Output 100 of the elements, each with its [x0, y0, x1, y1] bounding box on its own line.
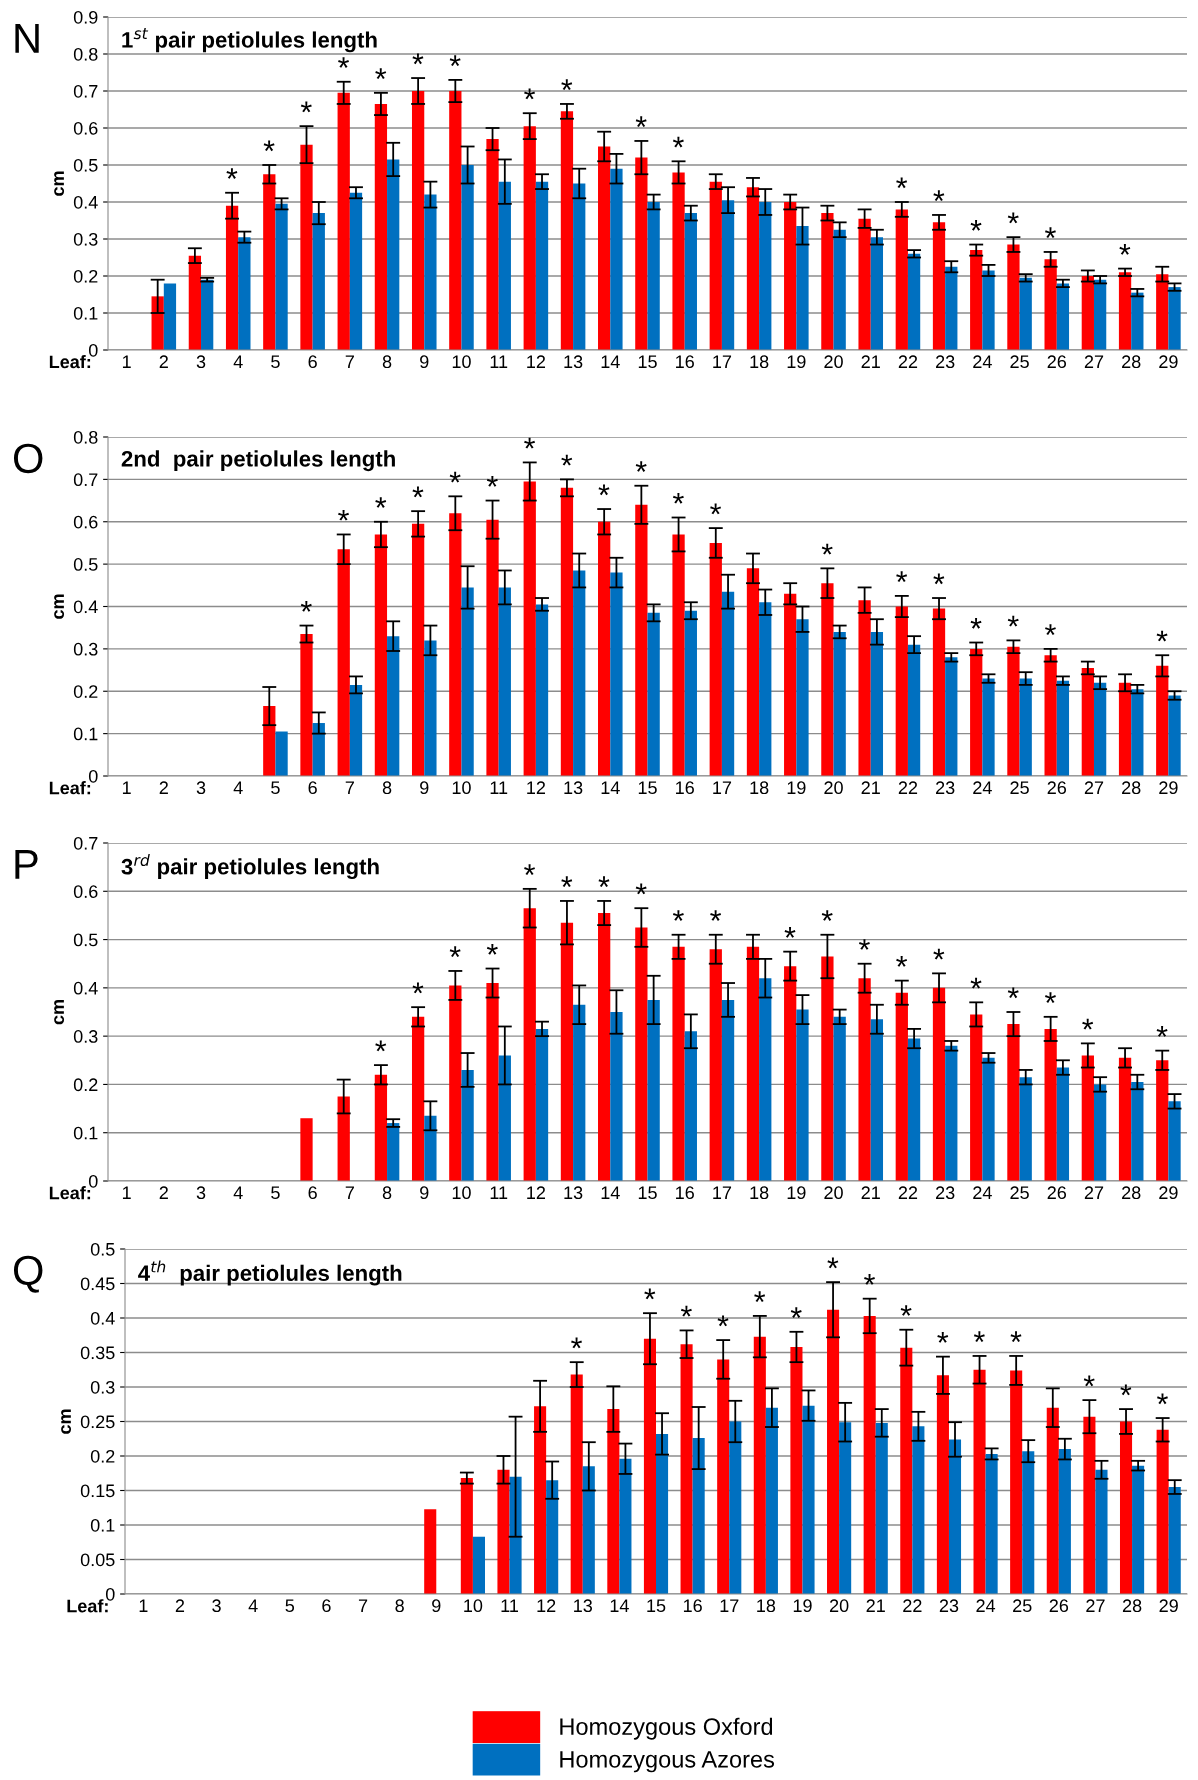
bar [1019, 678, 1032, 776]
x-tick-label: 11 [490, 781, 508, 794]
bar [932, 222, 946, 350]
bar [337, 92, 350, 350]
x-axis-title: Leaf: [49, 354, 91, 369]
bar [833, 631, 846, 776]
annotation: * [1119, 244, 1131, 255]
bar [900, 1347, 913, 1594]
text: 1$^{st}$ pair petiolules length [122, 28, 377, 53]
bar [523, 126, 536, 350]
y-tick-label: 0.5 [73, 558, 98, 571]
bar [275, 731, 288, 776]
bar [796, 619, 809, 776]
annotation: * [973, 1331, 985, 1343]
bar [721, 200, 735, 350]
annotation: * [900, 1305, 912, 1316]
x-tick-label: 28 [1122, 355, 1141, 369]
x-axis-title: Leaf: [49, 781, 91, 795]
bar [598, 913, 611, 1181]
bar [970, 250, 983, 350]
bar [709, 181, 722, 350]
x-tick-label: 17 [713, 355, 732, 368]
bar [784, 593, 797, 776]
x-tick-label: 23 [936, 781, 955, 795]
x-tick-label: 6 [308, 355, 317, 369]
bar [839, 1422, 852, 1594]
annotation: * [1157, 1393, 1168, 1405]
annotation: * [784, 927, 796, 938]
annotation: * [970, 617, 982, 629]
y-tick-label: 0.6 [73, 885, 98, 899]
bar [263, 174, 276, 350]
x-tick-label: 28 [1122, 781, 1141, 795]
x-tick-label: 15 [638, 355, 657, 369]
bar [1168, 695, 1181, 776]
bar [610, 572, 623, 776]
bar [672, 534, 685, 776]
x-tick-label: 24 [976, 1599, 996, 1612]
bar [534, 1406, 547, 1594]
annotation: * [338, 57, 349, 68]
annotation: * [933, 190, 945, 202]
x-tick-label: 20 [824, 781, 843, 795]
bar [225, 205, 239, 350]
bar [449, 985, 462, 1181]
annotation: * [524, 88, 536, 100]
annotation: * [449, 946, 461, 958]
x-tick-label: 13 [564, 355, 583, 369]
x-tick-label: 26 [1047, 781, 1067, 795]
y-tick-label: 0.6 [73, 121, 98, 135]
x-tick-label: 18 [757, 1599, 776, 1613]
bar [238, 237, 251, 350]
annotation: * [827, 1257, 839, 1269]
bar [424, 1509, 437, 1594]
text: P [15, 850, 38, 879]
x-tick-label: 1 [122, 781, 131, 794]
y-tick-label: 0.9 [73, 10, 98, 24]
x-tick-label: 2 [159, 355, 168, 368]
bar [486, 983, 499, 1181]
bar [486, 519, 499, 776]
annotation: * [449, 55, 461, 67]
x-tick-label: 23 [939, 1599, 959, 1613]
bar [833, 1016, 846, 1181]
annotation: * [710, 503, 722, 515]
y-tick-label: 0.1 [73, 727, 98, 741]
y-tick-label: 0.5 [90, 1242, 115, 1256]
bar [1019, 277, 1032, 350]
x-tick-label: 15 [638, 1186, 657, 1200]
x-tick-label: 5 [285, 1599, 295, 1613]
bar [948, 1439, 962, 1594]
y-tick-label: 0.5 [73, 933, 98, 947]
bar [746, 946, 760, 1181]
x-tick-label: 9 [420, 1186, 429, 1200]
y-tick-label: 0.3 [73, 1030, 98, 1043]
bar [1168, 1101, 1181, 1181]
x-tick-label: 19 [787, 781, 806, 795]
bar [535, 1028, 549, 1181]
x-tick-label: 17 [713, 1186, 732, 1199]
bar [1119, 1421, 1133, 1594]
x-tick-label: 20 [829, 1599, 849, 1613]
x-tick-label: 3 [196, 781, 206, 795]
bar [472, 1536, 485, 1594]
annotation: * [1007, 615, 1019, 627]
x-tick-label: 18 [750, 781, 769, 795]
bar [717, 1359, 730, 1594]
bar [312, 213, 325, 350]
x-tick-label: 15 [638, 781, 657, 795]
y-axis-title: cm [54, 171, 65, 196]
bar [982, 1057, 995, 1181]
y-tick-label: 0.6 [73, 515, 98, 529]
text: 3$^{rd}$ pair petiolules length [121, 853, 379, 880]
bar [411, 91, 425, 350]
y-tick-label: 0.05 [80, 1553, 115, 1567]
annotation: * [486, 943, 498, 955]
bar [349, 192, 363, 350]
annotation: * [672, 910, 684, 921]
x-tick-label: 11 [490, 1186, 508, 1199]
bar [721, 591, 735, 776]
bar [374, 534, 388, 776]
bar [1081, 1055, 1094, 1181]
x-axis-title: Leaf: [49, 1186, 91, 1200]
bar [523, 908, 536, 1181]
